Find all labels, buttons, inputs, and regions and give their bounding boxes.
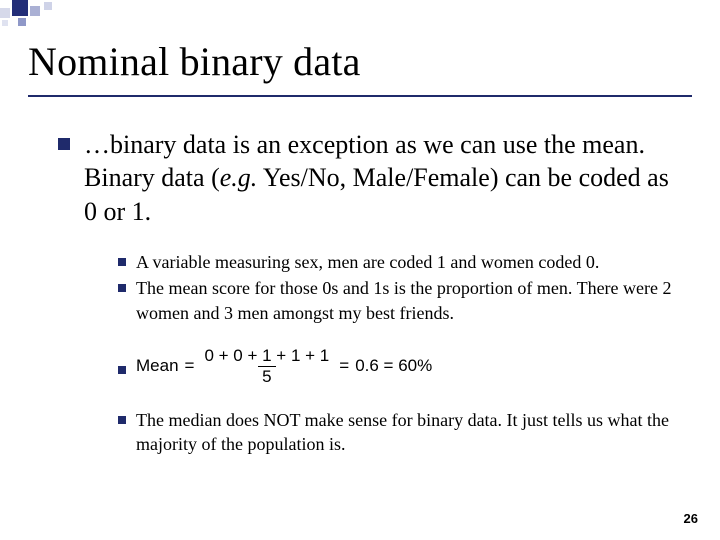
fraction: 0 + 0 + 1 + 1 + 1 5	[200, 347, 333, 386]
mean-formula: Mean = 0 + 0 + 1 + 1 + 1 5 = 0.6 = 60%	[136, 347, 432, 386]
main-bullet-list: …binary data is an exception as we can u…	[58, 128, 684, 228]
sub-bullet-list: A variable measuring sex, men are coded …	[118, 250, 676, 458]
title-underline	[28, 95, 692, 97]
list-item: …binary data is an exception as we can u…	[58, 128, 684, 228]
list-item: The mean score for those 0s and 1s is th…	[118, 276, 676, 325]
formula-label: Mean	[136, 356, 179, 376]
equals-sign: =	[185, 356, 195, 376]
equals-sign: =	[339, 356, 349, 376]
fraction-numerator: 0 + 0 + 1 + 1 + 1	[200, 347, 333, 366]
italic-text: e.g.	[220, 163, 258, 192]
deco-square	[18, 18, 26, 26]
page-number: 26	[684, 511, 698, 526]
sub-bullet-text: The median does NOT make sense for binar…	[136, 408, 676, 457]
formula-result: 0.6 = 60%	[355, 356, 432, 376]
sub-bullet-text: The mean score for those 0s and 1s is th…	[136, 276, 676, 325]
slide-title: Nominal binary data	[28, 38, 692, 85]
list-item: The median does NOT make sense for binar…	[118, 408, 676, 457]
fraction-denominator: 5	[258, 366, 275, 386]
square-bullet-icon	[118, 284, 126, 292]
deco-square	[2, 20, 8, 26]
list-item: Mean = 0 + 0 + 1 + 1 + 1 5 = 0.6 = 60%	[118, 347, 676, 386]
deco-square	[30, 6, 40, 16]
square-bullet-icon	[58, 138, 70, 150]
square-bullet-icon	[118, 258, 126, 266]
deco-square	[0, 8, 10, 18]
sub-bullet-text: A variable measuring sex, men are coded …	[136, 250, 599, 274]
title-block: Nominal binary data	[28, 38, 692, 97]
corner-decoration	[0, 0, 150, 28]
deco-square	[12, 0, 28, 16]
list-item: A variable measuring sex, men are coded …	[118, 250, 676, 274]
square-bullet-icon	[118, 416, 126, 424]
square-bullet-icon	[118, 366, 126, 374]
deco-square	[44, 2, 52, 10]
main-bullet-text: …binary data is an exception as we can u…	[84, 128, 684, 228]
